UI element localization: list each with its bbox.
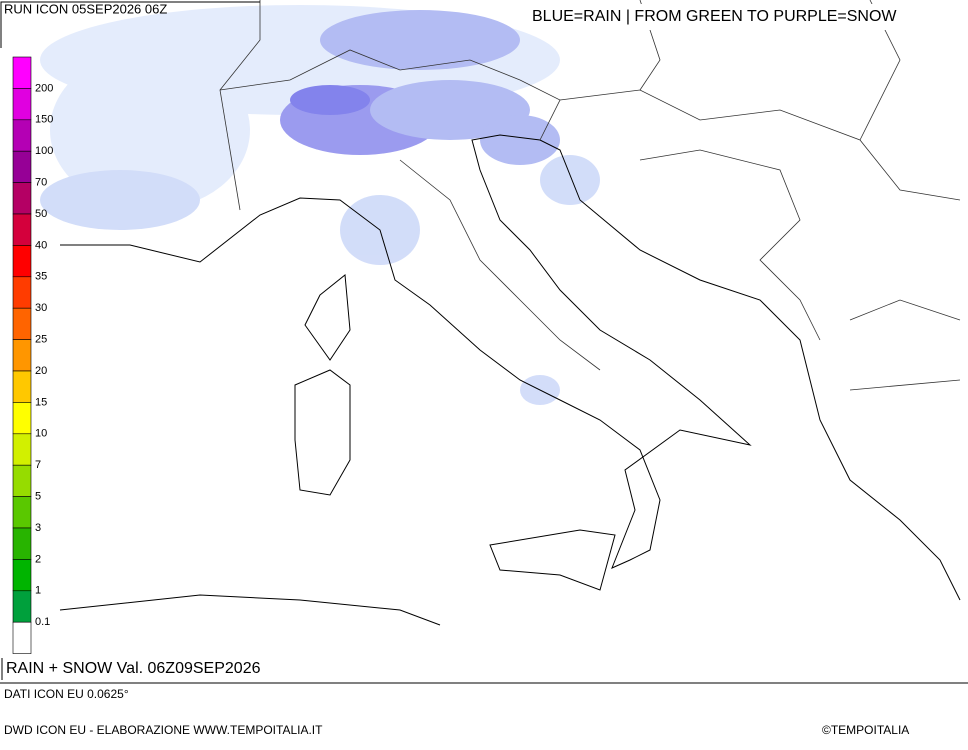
snow-swatch [12,56,32,89]
snow-label: 10 [35,428,47,440]
snow-swatch [12,496,32,529]
snow-swatch [12,527,32,560]
snow-label: 15 [35,396,47,408]
snow-swatch [12,276,32,309]
snow-label: 35 [35,271,47,283]
snow-swatch [12,245,32,278]
snow-swatch [12,402,32,435]
snow-label: 25 [35,334,47,346]
snow-scale: 200 150 100 70 50 40 35 30 25 20 15 10 7 5 3 2 1 0.1 [12,56,53,654]
variable-label: RAIN + SNOW Val. 06Z09SEP2026 [6,660,261,677]
snow-label: 3 [35,522,41,534]
snow-swatch [12,559,32,592]
snow-label: 40 [35,239,47,251]
snow-label: 100 [35,145,53,157]
snow-swatch [12,88,32,121]
legend-title: BLUE=RAIN | FROM GREEN TO PURPLE=SNOW [532,8,897,25]
run-label: RUN ICON 05SEP2026 06Z [4,1,167,16]
snow-swatch [12,339,32,372]
snow-label: 0.1 [35,616,50,628]
snow-label: 7 [35,459,41,471]
snow-label: 70 [35,177,47,189]
snow-swatch [12,119,32,152]
source-label: DATI ICON EU 0.0625° [4,687,129,701]
snow-swatch [12,182,32,215]
legend-title-bg [530,4,968,30]
snow-swatch [12,213,32,246]
snow-label: 2 [35,553,41,565]
snow-swatch [12,590,32,623]
footer-bg [0,683,968,745]
snow-label: 1 [35,585,41,597]
snow-swatch [12,433,32,466]
snow-label: 5 [35,491,41,503]
snow-label: 50 [35,208,47,220]
coastlines [59,134,961,626]
snow-label: 150 [35,114,53,126]
snow-swatch [12,370,32,403]
snow-label: 20 [35,365,47,377]
snow-label: 200 [35,82,53,94]
header-frame [0,1,260,48]
snow-swatch [12,621,32,654]
borders [219,0,961,391]
snow-swatch [12,307,32,340]
snow-label: 30 [35,302,47,314]
credit-label: DWD ICON EU - ELABORAZIONE WWW.TEMPOITAL… [4,723,323,737]
snow-swatch [12,464,32,497]
brand-label: ©TEMPOITALIA [822,723,909,737]
snow-swatch [12,150,32,183]
